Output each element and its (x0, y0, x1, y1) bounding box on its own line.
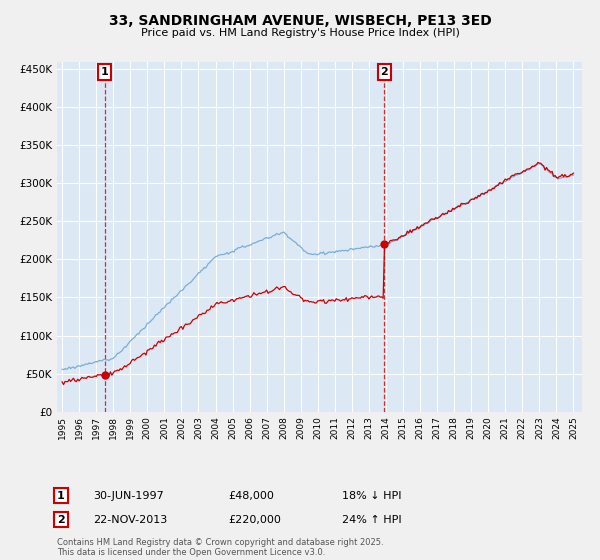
Text: 18% ↓ HPI: 18% ↓ HPI (342, 491, 401, 501)
Text: 33, SANDRINGHAM AVENUE, WISBECH, PE13 3ED: 33, SANDRINGHAM AVENUE, WISBECH, PE13 3E… (109, 14, 491, 28)
Text: £48,000: £48,000 (228, 491, 274, 501)
Text: 2: 2 (380, 67, 388, 77)
Text: Price paid vs. HM Land Registry's House Price Index (HPI): Price paid vs. HM Land Registry's House … (140, 28, 460, 38)
Text: £220,000: £220,000 (228, 515, 281, 525)
Text: 1: 1 (57, 491, 65, 501)
Text: 1: 1 (101, 67, 109, 77)
Text: 24% ↑ HPI: 24% ↑ HPI (342, 515, 401, 525)
Text: 30-JUN-1997: 30-JUN-1997 (93, 491, 164, 501)
Text: 22-NOV-2013: 22-NOV-2013 (93, 515, 167, 525)
Text: 2: 2 (57, 515, 65, 525)
Text: Contains HM Land Registry data © Crown copyright and database right 2025.
This d: Contains HM Land Registry data © Crown c… (57, 538, 383, 557)
